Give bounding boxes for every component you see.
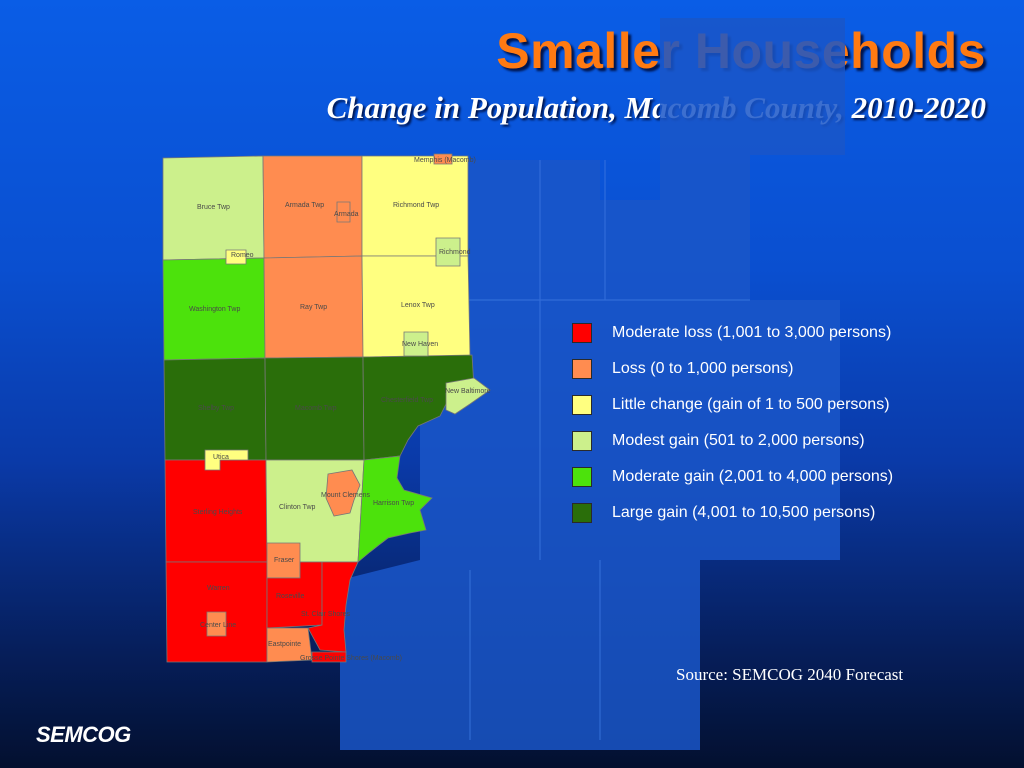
mount-clemens-region xyxy=(325,469,361,517)
label-mount-clemens: Mount Clemens xyxy=(321,492,371,499)
label-st-clair-shores: St. Clair Shores xyxy=(301,611,351,618)
label-memphis: Memphis (Macomb) xyxy=(414,157,476,164)
label-richmond: Richmond xyxy=(439,249,471,256)
label-richmond-twp: Richmond Twp xyxy=(393,202,439,209)
label-harrison-twp: Harrison Twp xyxy=(373,500,414,507)
label-washington-twp: Washington Twp xyxy=(189,306,240,313)
legend-swatch xyxy=(572,359,592,379)
slide-subtitle: Change in Population, Macomb County, 201… xyxy=(326,90,986,125)
legend-item: Moderate gain (2,001 to 4,000 persons) xyxy=(572,459,893,495)
legend-item: Modest gain (501 to 2,000 persons) xyxy=(572,423,893,459)
legend-item: Large gain (4,001 to 10,500 persons) xyxy=(572,495,893,531)
st-clair-shores-region xyxy=(307,561,359,653)
label-new-haven: New Haven xyxy=(402,341,438,348)
legend-item: Little change (gain of 1 to 500 persons) xyxy=(572,387,893,423)
legend-item: Moderate loss (1,001 to 3,000 persons) xyxy=(572,315,893,351)
label-new-baltimore: New Baltimore xyxy=(445,388,491,395)
center-line-region xyxy=(206,611,227,637)
semcog-logo: SEMCOG xyxy=(36,722,131,747)
label-macomb-twp: Macomb Twp xyxy=(295,405,337,412)
legend-label: Moderate loss (1,001 to 3,000 persons) xyxy=(612,324,892,341)
legend-swatch xyxy=(572,395,592,415)
legend-label: Little change (gain of 1 to 500 persons) xyxy=(612,396,890,413)
legend-swatch xyxy=(572,431,592,451)
armada-village-region xyxy=(336,201,351,223)
new-haven-region xyxy=(403,331,429,357)
grosse-pointe-region xyxy=(311,651,347,663)
richmond-city-region xyxy=(435,237,461,267)
label-lenox-twp: Lenox Twp xyxy=(401,302,435,309)
legend-label: Modest gain (501 to 2,000 persons) xyxy=(612,432,865,449)
label-fraser: Fraser xyxy=(274,557,295,564)
region-grid-lines xyxy=(420,160,750,740)
label-grosse-pointe: Grosse Pointe Shores (Macomb) xyxy=(300,655,402,662)
utica-region xyxy=(204,449,249,471)
legend-label: Large gain (4,001 to 10,500 persons) xyxy=(612,504,876,521)
label-sterling-heights: Sterling Heights xyxy=(193,509,243,516)
label-utica: Utica xyxy=(213,454,229,461)
new-baltimore-region xyxy=(445,377,491,415)
label-clinton-twp: Clinton Twp xyxy=(279,504,316,511)
legend-label: Loss (0 to 1,000 persons) xyxy=(612,360,794,377)
legend-label: Moderate gain (2,001 to 4,000 persons) xyxy=(612,468,894,485)
legend-swatch xyxy=(572,503,592,523)
harrison-twp-region xyxy=(357,455,433,563)
legend-swatch xyxy=(572,323,592,343)
label-warren: Warren xyxy=(207,585,230,592)
legend-swatch xyxy=(572,467,592,487)
source-note: Source: SEMCOG 2040 Forecast xyxy=(676,665,904,684)
map-legend: Moderate loss (1,001 to 3,000 persons) L… xyxy=(572,315,893,531)
label-shelby-twp: Shelby Twp xyxy=(198,405,234,412)
label-armada: Armada xyxy=(334,211,359,218)
label-romeo: Romeo xyxy=(231,252,254,259)
legend-item: Loss (0 to 1,000 persons) xyxy=(572,351,893,387)
label-bruce-twp: Bruce Twp xyxy=(197,204,230,211)
label-armada-twp: Armada Twp xyxy=(285,202,324,209)
label-ray-twp: Ray Twp xyxy=(300,304,327,311)
label-center-line: Center Line xyxy=(200,622,236,629)
label-eastpointe: Eastpointe xyxy=(268,641,301,648)
romeo-region xyxy=(225,249,247,265)
label-chesterfield-twp: Chesterfield Twp xyxy=(381,397,433,404)
place-labels: Memphis (Macomb) Bruce Twp Armada Twp Ar… xyxy=(189,157,491,662)
label-roseville: Roseville xyxy=(276,593,305,600)
memphis-region xyxy=(433,153,453,165)
